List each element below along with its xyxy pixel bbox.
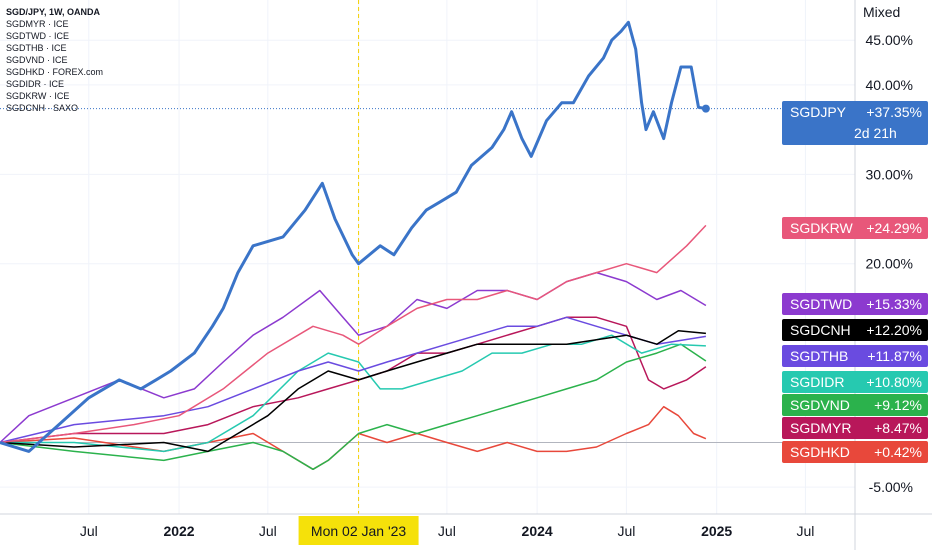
legend-symbol[interactable]: SGDIDR · ICE bbox=[6, 79, 65, 89]
y-tick-label: -5.00% bbox=[869, 479, 913, 495]
series-line-sgdvnd bbox=[0, 343, 707, 471]
series-axis-label-value: +10.80% bbox=[866, 374, 922, 390]
legend-main-symbol[interactable]: SGD/JPY, 1W, OANDA bbox=[6, 7, 101, 17]
series-line-sgdhkd bbox=[0, 405, 707, 471]
series-axis-label-bg bbox=[782, 345, 928, 367]
series-axis-label-name: SGDJPY bbox=[790, 104, 847, 120]
series-axis-label-bg bbox=[782, 101, 928, 145]
legend: SGD/JPY, 1W, OANDA SGDMYR · ICE SGDTWD ·… bbox=[6, 6, 103, 114]
x-tick-label: 2024 bbox=[522, 523, 553, 539]
series-axis-label-name: SGDIDR bbox=[790, 374, 844, 390]
legend-symbol[interactable]: SGDVND · ICE bbox=[6, 55, 68, 65]
series-axis-label-value: +11.87% bbox=[867, 348, 922, 364]
x-tick-label: 2025 bbox=[701, 523, 732, 539]
series-axis-label-name: SGDKRW bbox=[790, 220, 854, 236]
series-axis-label-value: +8.47% bbox=[874, 420, 922, 436]
series-axis-label-bg bbox=[782, 319, 928, 341]
series-line-sgdkrw bbox=[0, 224, 707, 444]
x-tick-label: Jul bbox=[617, 523, 635, 539]
series-axis-label-bg bbox=[782, 441, 928, 463]
series-axis-label: SGDMYR +8.47% bbox=[782, 417, 928, 439]
legend-symbol[interactable]: SGDTHB · ICE bbox=[6, 43, 67, 53]
series-axis-label-value: +0.42% bbox=[874, 444, 922, 460]
series-axis-label-name: SGDTHB bbox=[790, 348, 848, 364]
series-line-sgdidr bbox=[0, 334, 706, 453]
series-axis-label-name: SGDTWD bbox=[790, 296, 852, 312]
series-axis-label-bg bbox=[782, 371, 928, 393]
series-countdown: 2d 21h bbox=[854, 125, 897, 141]
series-axis-label: SGDVND +9.12% bbox=[782, 394, 928, 416]
series-line-sgdjpy bbox=[0, 20, 707, 453]
x-tick-label: Jul bbox=[438, 523, 456, 539]
y-tick-label: 40.00% bbox=[866, 77, 913, 93]
series-axis-label-value: +37.35% bbox=[866, 104, 922, 120]
legend-symbol[interactable]: SGDTWD · ICE bbox=[6, 31, 69, 41]
series-axis-label: SGDJPY +37.35% 2d 21h bbox=[782, 101, 928, 145]
y-tick-label: 45.00% bbox=[866, 32, 913, 48]
series-line-sgdmyr bbox=[0, 316, 707, 444]
series-line-sgdtwd bbox=[0, 271, 707, 444]
x-tick-label: Jul bbox=[797, 523, 815, 539]
series-axis-label: SGDIDR +10.80% bbox=[782, 371, 928, 393]
y-tick-label: 30.00% bbox=[866, 166, 913, 182]
series-end-dot bbox=[701, 104, 710, 113]
series-axis-label: SGDTWD +15.33% bbox=[782, 293, 928, 315]
series-axis-label-value: +9.12% bbox=[874, 397, 922, 413]
crosshair-label: Mon 02 Jan '23 bbox=[298, 516, 419, 545]
legend-symbol[interactable]: SGDCNH · SAXO bbox=[6, 103, 79, 113]
series-axis-label: SGDKRW +24.29% bbox=[782, 217, 928, 239]
series-axis-label: SGDHKD +0.42% bbox=[782, 441, 928, 463]
x-tick-label: Jul bbox=[80, 523, 98, 539]
series-axis-label-name: SGDCNH bbox=[790, 322, 851, 338]
series-axis-label-bg bbox=[782, 293, 928, 315]
series-line-sgdcnh bbox=[0, 329, 706, 453]
series-axis-label-value: +24.29% bbox=[866, 220, 922, 236]
crosshair-label-bg bbox=[298, 516, 419, 545]
scale-mode-button[interactable]: Mixed bbox=[863, 4, 901, 20]
series-axis-label-name: SGDHKD bbox=[790, 444, 850, 460]
series-axis-label-bg bbox=[782, 417, 928, 439]
y-tick-label: 20.00% bbox=[866, 256, 913, 272]
legend-symbol[interactable]: SGDKRW · ICE bbox=[6, 91, 70, 101]
series-axis-label-name: SGDVND bbox=[790, 397, 850, 413]
x-tick-label: 2022 bbox=[163, 523, 194, 539]
series-axis-label-name: SGDMYR bbox=[790, 420, 851, 436]
series-line-sgdthb bbox=[0, 316, 707, 444]
legend-symbol[interactable]: SGDHKD · FOREX.com bbox=[6, 67, 104, 77]
series-axis-label-value: +15.33% bbox=[866, 296, 922, 312]
series-axis-label: SGDCNH +12.20% bbox=[782, 319, 928, 341]
series-axis-label-bg bbox=[782, 217, 928, 239]
legend-symbol[interactable]: SGDMYR · ICE bbox=[6, 19, 69, 29]
series-axis-label-bg bbox=[782, 394, 928, 416]
series-axis-label: SGDTHB +11.87% bbox=[782, 345, 928, 367]
series-axis-label-value: +12.20% bbox=[866, 322, 922, 338]
crosshair-label-text: Mon 02 Jan '23 bbox=[311, 523, 407, 539]
x-tick-label: Jul bbox=[259, 523, 277, 539]
